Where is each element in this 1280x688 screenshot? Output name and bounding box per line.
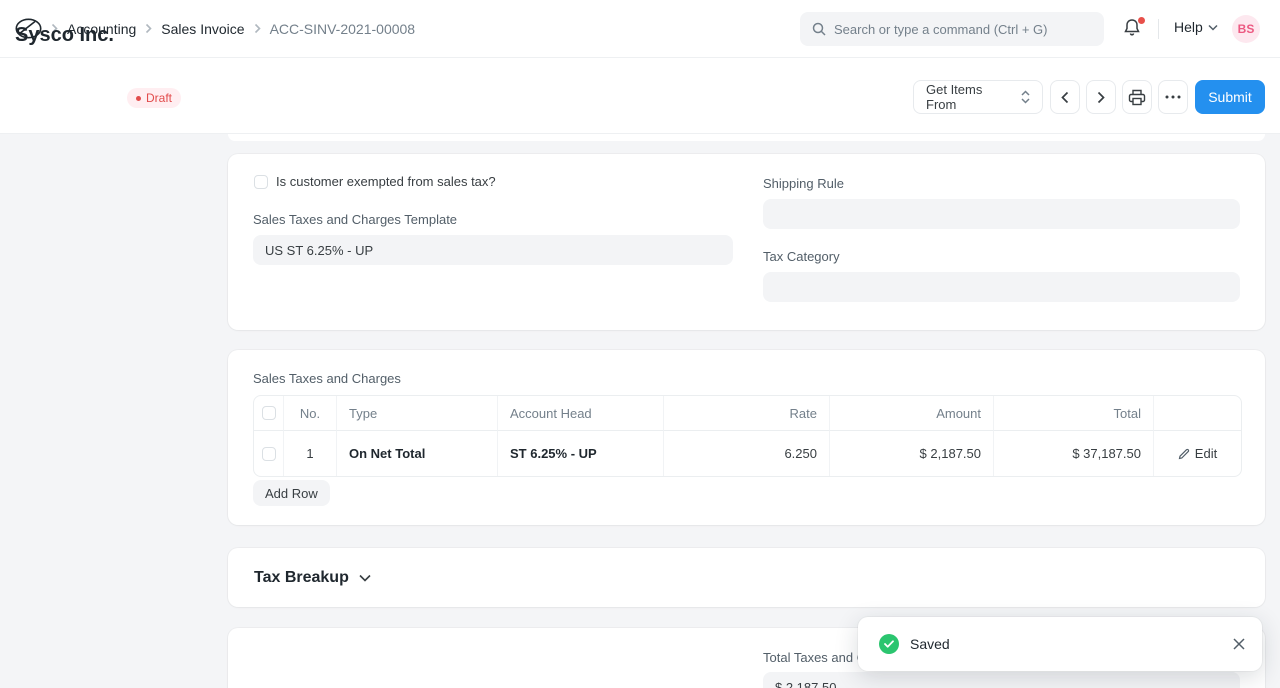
chevron-right-icon bbox=[51, 23, 58, 34]
submit-button[interactable]: Submit bbox=[1195, 80, 1265, 114]
tax-settings-section: Is customer exempted from sales tax? Sal… bbox=[228, 154, 1265, 330]
user-avatar[interactable]: BS bbox=[1232, 15, 1260, 43]
app-logo-icon[interactable] bbox=[15, 18, 42, 39]
row-type[interactable]: On Net Total bbox=[337, 431, 498, 476]
navbar-divider bbox=[1158, 19, 1159, 39]
tax-category-input[interactable] bbox=[763, 272, 1240, 302]
printer-icon bbox=[1128, 89, 1146, 106]
get-items-from-button[interactable]: Get Items From bbox=[913, 80, 1043, 114]
breadcrumb-current-doc: ACC-SINV-2021-00008 bbox=[269, 20, 416, 37]
row-amount[interactable]: $ 2,187.50 bbox=[830, 431, 994, 476]
close-icon[interactable] bbox=[1232, 637, 1246, 651]
chevron-right-icon bbox=[1097, 91, 1105, 104]
header-no: No. bbox=[284, 396, 337, 431]
notification-badge bbox=[1138, 17, 1145, 24]
charges-table: No. Type Account Head Rate Amount Total … bbox=[253, 395, 1242, 477]
status-dot-icon bbox=[136, 95, 141, 101]
breadcrumb-sales-invoice[interactable]: Sales Invoice bbox=[161, 20, 245, 37]
chevron-left-icon bbox=[1061, 91, 1069, 104]
header-cell bbox=[254, 396, 284, 431]
help-label: Help bbox=[1174, 19, 1203, 35]
prev-document-button[interactable] bbox=[1050, 80, 1080, 114]
success-check-icon bbox=[879, 634, 899, 654]
chevron-down-icon bbox=[1208, 24, 1218, 31]
toast-message: Saved bbox=[910, 636, 950, 652]
notifications-bell-icon[interactable] bbox=[1122, 17, 1146, 41]
exempt-checkbox-label[interactable]: Is customer exempted from sales tax? bbox=[276, 174, 496, 189]
pencil-icon bbox=[1178, 448, 1190, 460]
tax-category-label: Tax Category bbox=[763, 249, 840, 264]
exempt-checkbox[interactable] bbox=[254, 174, 268, 189]
template-field-label: Sales Taxes and Charges Template bbox=[253, 212, 458, 227]
row-rate[interactable]: 6.250 bbox=[664, 431, 830, 476]
table-row-cell bbox=[254, 431, 284, 476]
menu-ellipsis-button[interactable] bbox=[1158, 80, 1188, 114]
row-actions: Edit bbox=[1154, 431, 1241, 476]
scrolled-card-fragment bbox=[228, 134, 1265, 141]
select-icon bbox=[1021, 90, 1030, 104]
row-total[interactable]: $ 37,187.50 bbox=[994, 431, 1154, 476]
header-type: Type bbox=[337, 396, 498, 431]
global-search[interactable] bbox=[800, 12, 1104, 46]
print-button[interactable] bbox=[1122, 80, 1152, 114]
status-badge: Draft bbox=[127, 88, 182, 108]
charges-table-title: Sales Taxes and Charges bbox=[253, 371, 401, 386]
header-rate: Rate bbox=[664, 396, 830, 431]
help-menu[interactable]: Help bbox=[1174, 19, 1218, 35]
page-title: Sysco Inc. bbox=[15, 24, 114, 46]
search-icon bbox=[812, 22, 826, 36]
get-items-from-label: Get Items From bbox=[926, 82, 983, 112]
saved-toast: Saved bbox=[858, 617, 1262, 671]
chevron-down-icon bbox=[359, 574, 371, 582]
row-no: 1 bbox=[284, 431, 337, 476]
edit-row-button[interactable]: Edit bbox=[1166, 446, 1229, 461]
total-taxes-input[interactable]: $ 2,187.50 bbox=[763, 672, 1240, 688]
header-actions bbox=[1154, 396, 1241, 431]
status-label: Draft bbox=[146, 91, 173, 105]
shipping-rule-label: Shipping Rule bbox=[763, 176, 844, 191]
chevron-right-icon bbox=[254, 23, 261, 34]
tax-breakup-section: Tax Breakup bbox=[228, 548, 1265, 607]
select-all-checkbox[interactable] bbox=[261, 406, 276, 420]
next-document-button[interactable] bbox=[1086, 80, 1116, 114]
header-amount: Amount bbox=[830, 396, 994, 431]
search-input[interactable] bbox=[834, 21, 1084, 37]
breadcrumb-accounting[interactable]: Accounting bbox=[67, 20, 137, 37]
edit-row-label: Edit bbox=[1194, 446, 1218, 461]
header-total: Total bbox=[994, 396, 1154, 431]
tax-breakup-title: Tax Breakup bbox=[254, 568, 349, 586]
header-account-head: Account Head bbox=[498, 396, 664, 431]
ellipsis-icon bbox=[1165, 95, 1181, 99]
tax-breakup-toggle[interactable]: Tax Breakup bbox=[254, 548, 371, 607]
add-row-button[interactable]: Add Row bbox=[253, 480, 330, 506]
template-field-input[interactable]: US ST 6.25% - UP bbox=[253, 235, 733, 265]
navbar: Accounting Sales Invoice ACC-SINV-2021-0… bbox=[0, 0, 1280, 58]
row-checkbox[interactable] bbox=[261, 446, 276, 461]
charges-table-section: Sales Taxes and Charges No. Type Account… bbox=[228, 350, 1265, 525]
shipping-rule-input[interactable] bbox=[763, 199, 1240, 229]
chevron-right-icon bbox=[145, 23, 152, 34]
row-account-head[interactable]: ST 6.25% - UP bbox=[498, 431, 664, 476]
exempt-checkbox-row: Is customer exempted from sales tax? bbox=[254, 174, 496, 189]
